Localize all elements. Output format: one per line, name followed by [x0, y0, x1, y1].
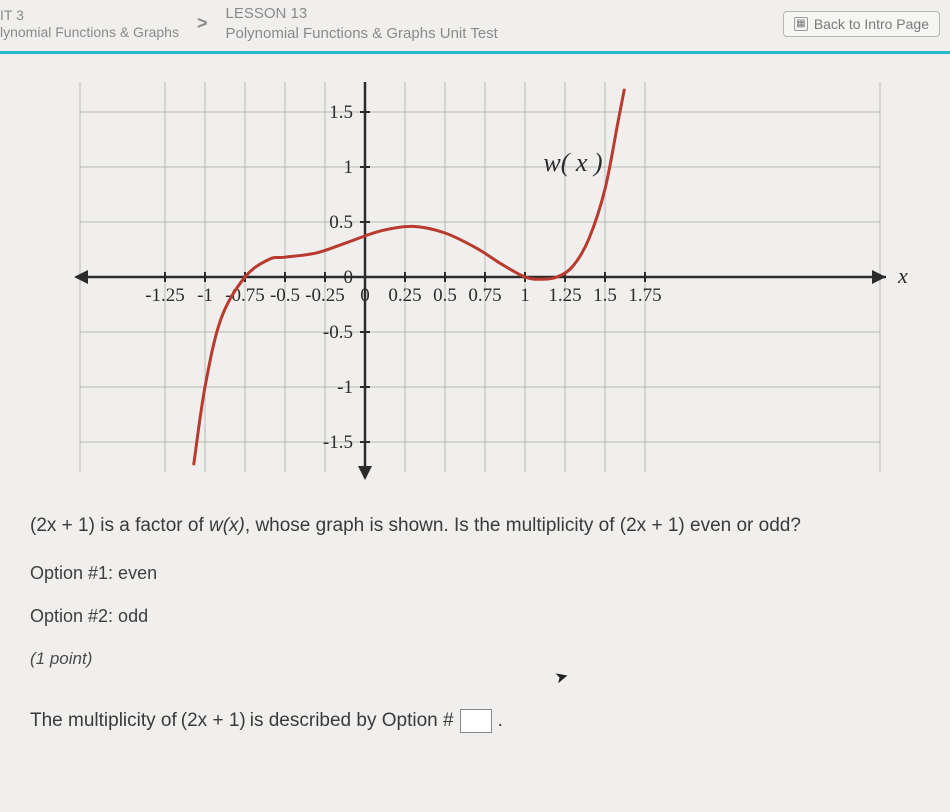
question-text: (2x + 1) is a factor of w(x), whose grap… [30, 515, 920, 537]
lesson-small: LESSON 13 [225, 4, 497, 24]
points-label: (1 point) [30, 649, 920, 669]
svg-text:0.5: 0.5 [329, 212, 353, 233]
svg-text:1.75: 1.75 [628, 285, 661, 306]
svg-text:-1: -1 [197, 285, 213, 306]
svg-text:-1.5: -1.5 [323, 432, 353, 453]
svg-text:0: 0 [344, 267, 354, 288]
factor-1: (2x + 1) [30, 515, 95, 536]
svg-text:-1: -1 [337, 377, 353, 398]
breadcrumb: IT 3 lynomial Functions & Graphs > LESSO… [0, 0, 950, 51]
svg-text:0.75: 0.75 [468, 285, 501, 306]
svg-text:w( x ): w( x ) [543, 148, 602, 177]
svg-text:1: 1 [520, 285, 530, 306]
svg-text:0.25: 0.25 [388, 285, 421, 306]
chevron-right-icon: > [197, 13, 208, 34]
polynomial-chart: -1.25-1-0.75-0.5-0.2500.250.50.7511.251.… [40, 72, 910, 487]
back-to-intro-button[interactable]: ▦ Back to Intro Page [783, 11, 940, 37]
content-area: -1.25-1-0.75-0.5-0.2500.250.50.7511.251.… [0, 54, 950, 733]
back-label: Back to Intro Page [814, 16, 929, 32]
svg-text:1: 1 [344, 157, 354, 178]
factor-2: (2x + 1) [620, 515, 685, 536]
breadcrumb-unit[interactable]: IT 3 lynomial Functions & Graphs [0, 7, 179, 41]
svg-text:-1.25: -1.25 [145, 285, 185, 306]
option-1: Option #1: even [30, 563, 920, 584]
lesson-title: Polynomial Functions & Graphs Unit Test [225, 24, 497, 44]
unit-small: IT 3 [0, 7, 179, 24]
svg-text:0: 0 [360, 285, 370, 306]
svg-text:-0.25: -0.25 [305, 285, 345, 306]
svg-text:-0.5: -0.5 [323, 322, 353, 343]
unit-title: lynomial Functions & Graphs [0, 24, 179, 41]
answer-line: The multiplicity of (2x + 1) is describe… [30, 709, 920, 733]
svg-text:1.25: 1.25 [548, 285, 581, 306]
answer-factor: (2x + 1) [181, 710, 246, 732]
svg-text:0.5: 0.5 [433, 285, 457, 306]
svg-text:-0.5: -0.5 [270, 285, 300, 306]
option-2: Option #2: odd [30, 606, 920, 627]
breadcrumb-lesson[interactable]: LESSON 13 Polynomial Functions & Graphs … [225, 4, 497, 43]
wx-ref: w(x) [209, 515, 245, 536]
page-icon: ▦ [794, 17, 808, 31]
svg-text:1.5: 1.5 [593, 285, 617, 306]
answer-input[interactable] [460, 709, 492, 733]
svg-text:x: x [897, 263, 908, 288]
svg-text:1.5: 1.5 [329, 102, 353, 123]
